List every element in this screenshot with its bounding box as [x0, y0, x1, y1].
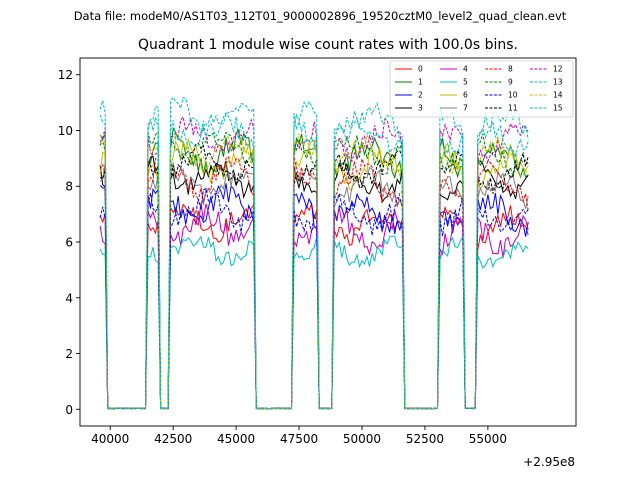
legend-label-3: 3 [418, 104, 423, 113]
legend-box [389, 60, 574, 118]
chart-title: Quadrant 1 module wise count rates with … [138, 37, 518, 53]
series-line-3 [99, 155, 529, 410]
series-line-10 [99, 187, 529, 410]
legend-label-6: 6 [463, 91, 468, 100]
series-line-8 [99, 156, 529, 410]
series-line-15 [99, 105, 529, 410]
legend-label-7: 7 [463, 104, 468, 113]
x-tick-label: 42500 [154, 432, 192, 446]
series-line-0 [99, 201, 529, 410]
x-offset-label: +2.95e8 [523, 455, 575, 469]
legend-label-9: 9 [508, 78, 513, 87]
x-tick-label: 47500 [280, 432, 318, 446]
x-tick-label: 40000 [91, 432, 129, 446]
x-tick-label: 52500 [406, 432, 444, 446]
figure-suptitle: Data file: modeM0/AS1T03_112T01_90000028… [74, 9, 567, 23]
y-tick-label: 2 [65, 347, 73, 361]
x-tick-label: 45000 [217, 432, 255, 446]
series-line-12 [99, 116, 529, 410]
legend-label-1: 1 [418, 78, 423, 87]
y-tick-label: 12 [58, 68, 73, 82]
y-tick-label: 8 [65, 180, 73, 194]
legend-label-8: 8 [508, 65, 513, 74]
series-line-13 [99, 96, 529, 410]
series-line-5 [99, 235, 529, 410]
x-tick-label: 50000 [343, 432, 381, 446]
series-line-7 [99, 162, 529, 410]
legend-label-13: 13 [553, 78, 563, 87]
series-line-14 [99, 133, 529, 410]
y-tick-label: 4 [65, 291, 73, 305]
legend-label-12: 12 [553, 65, 563, 74]
series-line-9 [99, 130, 529, 410]
legend-label-14: 14 [553, 91, 563, 100]
legend-label-4: 4 [463, 65, 468, 74]
legend-label-0: 0 [418, 65, 423, 74]
y-tick-label: 0 [65, 403, 73, 417]
y-tick-label: 6 [65, 236, 73, 250]
series-line-4 [99, 202, 529, 410]
y-tick-label: 10 [58, 124, 73, 138]
series-line-11 [99, 142, 529, 410]
legend-label-15: 15 [553, 104, 563, 113]
legend-label-11: 11 [508, 104, 518, 113]
legend-label-10: 10 [508, 91, 518, 100]
legend-label-5: 5 [463, 78, 468, 87]
series-line-6 [99, 137, 529, 410]
x-tick-label: 55000 [469, 432, 507, 446]
legend-label-2: 2 [418, 91, 423, 100]
